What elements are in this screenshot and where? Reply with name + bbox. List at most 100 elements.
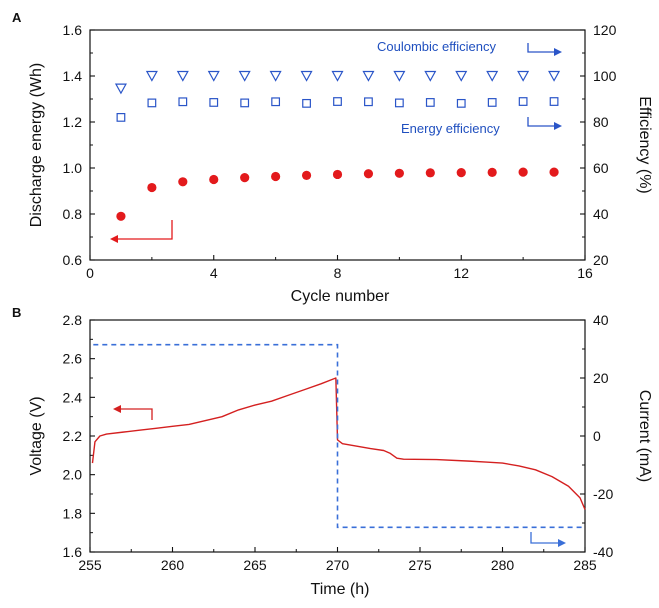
y-tick-label: 1.6 — [63, 544, 83, 560]
coulombic-efficiency-point — [362, 70, 375, 82]
panel-a-left-axis-arrowhead — [110, 235, 118, 243]
energy-axis-arrowhead — [554, 122, 562, 130]
coulombic-efficiency-point — [517, 70, 530, 82]
y2-tick-label: 20 — [593, 252, 609, 268]
x-tick-label: 0 — [86, 265, 94, 281]
energy-efficiency-point — [456, 98, 466, 108]
energy-axis-arrow — [527, 117, 558, 127]
coulombic-efficiency-point — [269, 70, 282, 82]
coulombic-efficiency-annotation: Coulombic efficiency — [377, 39, 496, 54]
energy-efficiency-point — [394, 98, 404, 108]
y-tick-label: 2.6 — [63, 351, 83, 367]
x-tick-label: 8 — [334, 265, 342, 281]
panel-b: B 255 260 265 270 275 280 285 1.6 1.8 2.0 2.2 2.4 2.… — [12, 305, 653, 598]
discharge-energy-point — [147, 182, 157, 193]
panel-a-label: A — [12, 10, 22, 25]
discharge-energy-point — [487, 167, 497, 177]
y-tick-label: 1.0 — [63, 160, 83, 176]
y-tick-label: 2.8 — [63, 312, 83, 328]
coulombic-efficiency-point — [114, 83, 127, 95]
energy-efficiency-point — [333, 97, 342, 106]
panel-a-y2-axis-label: Efficiency (%) — [636, 96, 653, 194]
y-tick-label: 1.4 — [63, 68, 83, 84]
panel-a-left-axis-arrow — [112, 220, 173, 240]
current-axis-arrow — [530, 532, 562, 544]
discharge-energy-point — [549, 167, 559, 177]
y-tick-label: 1.2 — [63, 114, 83, 130]
x-tick-label: 260 — [161, 557, 185, 573]
energy-efficiency-point — [518, 97, 528, 106]
coulombic-efficiency-point — [238, 70, 251, 82]
discharge-energy-point — [363, 169, 374, 179]
energy-efficiency-point — [116, 112, 126, 122]
panel-a-marks — [114, 70, 561, 221]
coulombic-efficiency-point — [207, 70, 220, 82]
discharge-energy-point — [332, 169, 343, 180]
energy-efficiency-point — [271, 97, 281, 107]
energy-efficiency-point — [302, 98, 311, 108]
panel-a: A 0 4 8 12 16 0.6 0.8 1.0 1.2 1.4 1.6 20 40 60 80 100 12… — [12, 10, 653, 305]
y-tick-label: 0.6 — [63, 252, 83, 268]
y-tick-label: 0.8 — [63, 206, 83, 222]
coulombic-efficiency-point — [424, 70, 437, 82]
current-line — [93, 343, 585, 529]
x-tick-label: 16 — [577, 265, 593, 281]
x-tick-label: 265 — [243, 557, 267, 573]
voltage-line — [91, 377, 586, 510]
panel-a-x-axis-label: Cycle number — [291, 288, 390, 305]
x-tick-label: 285 — [573, 557, 597, 573]
y2-tick-label: -20 — [593, 486, 613, 502]
discharge-energy-point — [178, 177, 188, 187]
coulombic-efficiency-point — [300, 70, 313, 82]
panel-a-plot-frame — [89, 29, 586, 261]
energy-efficiency-point — [178, 97, 188, 107]
voltage-axis-arrow — [118, 408, 153, 420]
discharge-energy-point — [518, 167, 528, 177]
x-tick-label: 255 — [78, 557, 102, 573]
x-tick-label: 12 — [453, 265, 469, 281]
voltage-axis-arrowhead — [113, 405, 121, 413]
discharge-energy-point — [425, 168, 435, 178]
y-tick-label: 1.6 — [63, 22, 83, 38]
energy-efficiency-point — [487, 98, 497, 107]
coulombic-axis-arrow — [527, 43, 558, 53]
y2-tick-label: 40 — [593, 312, 609, 328]
y2-tick-label: 80 — [593, 114, 609, 130]
panel-b-y-axis-label: Voltage (V) — [28, 396, 45, 475]
energy-efficiency-point — [549, 97, 559, 106]
current-axis-arrowhead — [558, 539, 566, 547]
discharge-energy-point — [456, 168, 466, 178]
y2-tick-label: 60 — [593, 160, 609, 176]
panel-a-axes: 0 4 8 12 16 0.6 0.8 1.0 1.2 1.4 1.6 20 40 60 80 100 120 — [63, 22, 617, 281]
energy-efficiency-point — [147, 98, 157, 108]
x-tick-label: 270 — [326, 557, 350, 573]
y-tick-label: 1.8 — [63, 505, 83, 521]
coulombic-efficiency-point — [145, 70, 158, 82]
y2-tick-label: 100 — [593, 68, 617, 84]
energy-efficiency-point — [240, 98, 250, 108]
y-tick-label: 2.4 — [63, 389, 83, 405]
panel-b-label: B — [12, 305, 21, 320]
panel-b-y2-axis-label: Current (mA) — [636, 390, 653, 482]
panel-a-y-axis-label: Discharge energy (Wh) — [28, 63, 45, 228]
x-tick-label: 4 — [210, 265, 218, 281]
y-tick-label: 2.2 — [63, 428, 83, 444]
coulombic-efficiency-point — [455, 70, 468, 82]
panel-b-axes: 255 260 265 270 275 280 285 1.6 1.8 2.0 2.2 2.4 2.6 2… — [63, 312, 614, 573]
coulombic-efficiency-point — [176, 70, 189, 82]
panel-b-x-axis-label: Time (h) — [311, 581, 370, 598]
y2-tick-label: 0 — [593, 428, 601, 444]
discharge-energy-point — [301, 170, 312, 180]
energy-efficiency-point — [425, 98, 435, 107]
discharge-energy-point — [209, 174, 219, 185]
discharge-energy-point — [240, 173, 250, 183]
discharge-energy-point — [116, 211, 126, 221]
panel-b-marks — [91, 343, 586, 529]
y-tick-label: 2.0 — [63, 467, 83, 483]
coulombic-efficiency-point — [393, 70, 406, 82]
coulombic-efficiency-point — [486, 70, 499, 82]
y2-tick-label: 120 — [593, 22, 617, 38]
energy-efficiency-annotation: Energy efficiency — [401, 121, 500, 136]
y2-tick-label: 20 — [593, 370, 609, 386]
